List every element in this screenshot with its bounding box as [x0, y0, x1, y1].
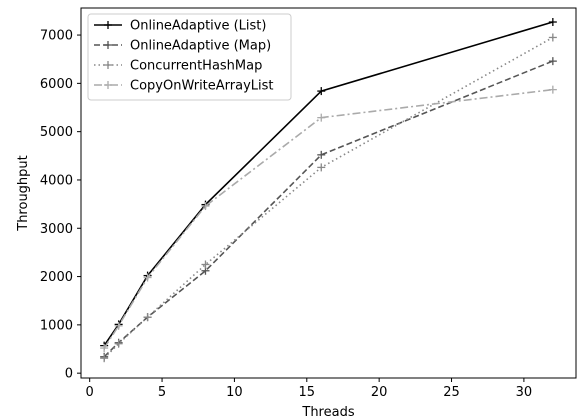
series-3 — [100, 85, 557, 353]
series-line — [103, 60, 554, 358]
data-point — [201, 260, 210, 269]
data-point — [143, 313, 152, 322]
plot-frame — [80, 7, 577, 379]
data-point — [548, 33, 557, 42]
data-point — [114, 321, 123, 330]
series-2 — [100, 33, 557, 363]
legend-item: OnlineAdaptive (List) — [94, 19, 266, 34]
y-axis: 0 1000 2000 3000 4000 5000 6000 7000 — [40, 29, 81, 382]
data-point — [548, 57, 557, 66]
legend-item: CopyOnWriteArrayList — [94, 79, 274, 94]
y-tick-label: 1000 — [40, 318, 73, 333]
legend-frame — [87, 13, 292, 101]
data-point — [100, 344, 109, 353]
y-axis-label: Throughput — [16, 155, 31, 232]
legend-item: ConcurrentHashMap — [94, 59, 262, 74]
y-tick-label: 4000 — [40, 173, 73, 188]
data-point — [114, 339, 123, 348]
x-tick-label: 15 — [299, 385, 316, 400]
y-tick-label: 5000 — [40, 125, 73, 140]
series-line — [103, 21, 554, 347]
x-tick-label: 25 — [443, 385, 460, 400]
series-layer — [100, 18, 557, 363]
y-tick-label: 2000 — [40, 270, 73, 285]
legend-label: OnlineAdaptive (Map) — [130, 39, 271, 54]
legend-item: OnlineAdaptive (Map) — [94, 39, 271, 54]
y-tick-label: 6000 — [40, 77, 73, 92]
x-axis: 0 5 10 15 20 25 30 — [86, 378, 533, 400]
data-point — [548, 85, 557, 94]
data-point — [201, 202, 210, 211]
data-point — [317, 163, 326, 172]
legend-label: ConcurrentHashMap — [130, 59, 262, 74]
y-tick-label: 3000 — [40, 222, 73, 237]
x-axis-label: Threads — [301, 405, 354, 420]
x-tick-label: 30 — [516, 385, 533, 400]
data-point — [100, 354, 109, 363]
y-tick-label: 7000 — [40, 29, 73, 44]
x-tick-label: 20 — [371, 385, 388, 400]
data-point — [143, 273, 152, 282]
series-line — [103, 36, 554, 359]
y-tick-label: 0 — [65, 367, 73, 382]
x-tick-label: 0 — [86, 385, 94, 400]
legend-label: OnlineAdaptive (List) — [130, 19, 266, 34]
series-0 — [100, 18, 557, 350]
data-point — [548, 18, 557, 27]
legend: OnlineAdaptive (List) OnlineAdaptive (Map… — [87, 13, 292, 101]
legend-label: CopyOnWriteArrayList — [130, 79, 274, 94]
x-tick-label: 10 — [226, 385, 243, 400]
data-point — [317, 150, 326, 159]
series-line — [103, 88, 553, 349]
x-tick-label: 5 — [158, 385, 166, 400]
data-point — [317, 87, 326, 96]
data-point — [317, 113, 326, 122]
